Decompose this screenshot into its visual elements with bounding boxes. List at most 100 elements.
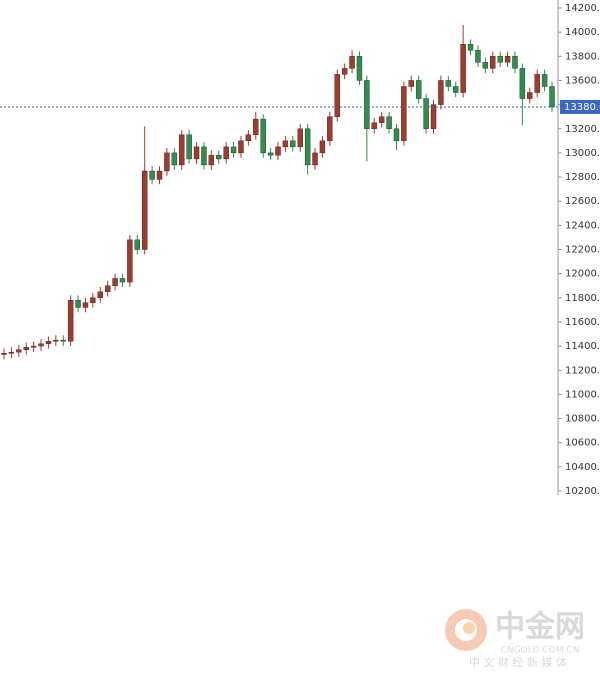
candle-body [519,68,526,99]
candle-body [275,146,281,156]
candle-body [1,353,7,355]
candle-body [30,345,37,348]
candle-body [245,134,252,142]
candle-body [164,152,170,172]
candle-body [216,155,222,160]
y-tick-label: 12600.0 [565,196,600,207]
candle-body [142,170,148,250]
candle-body [534,74,540,93]
candle-body [364,80,370,129]
y-tick-label: 13200.0 [565,124,600,135]
candle-body [171,152,178,166]
candle-body [490,56,496,69]
candle-body [453,86,459,93]
y-tick-label: 10400.0 [565,462,600,473]
candle-body [527,92,533,99]
candle-body [8,351,15,354]
candle-body [319,140,326,154]
y-tick-label: 11400.0 [565,341,600,352]
candle-body [334,74,340,117]
watermark: 中金网 CNGOLD.COM.CN 中 文 财 经 新 媒 体 [445,609,585,669]
candle-body [504,56,511,63]
y-tick-label: 13800.0 [565,51,600,62]
candle-body [416,80,422,99]
candle-body [97,291,103,299]
candle-body [156,170,163,180]
candle-body [112,278,118,286]
y-tick-label: 13600.0 [565,75,600,86]
y-tick-label: 12400.0 [565,220,600,231]
candle-body [223,146,229,160]
candle-body [267,152,274,156]
y-tick-label: 13000.0 [565,148,600,159]
candle-body [356,56,363,81]
candle-body [186,134,192,160]
watermark-slogan: 中 文 财 经 新 媒 体 [469,655,567,669]
candle-body [497,56,503,63]
candle-body [23,347,29,350]
y-tick-label: 10800.0 [565,414,600,425]
candle-body [312,152,318,166]
candle-body [393,128,400,142]
candle-body [445,80,452,87]
y-tick-label: 11800.0 [565,293,600,304]
candle-body [104,285,111,292]
y-tick-label: 14000.0 [565,27,600,38]
watermark-brand: 中金网 [495,610,585,645]
candle-body [119,278,126,283]
candle-body [53,339,59,342]
candle-body [401,86,407,142]
candle-body [75,300,81,308]
candle-body [134,239,140,250]
candle-body [67,300,74,342]
candle-body [460,44,466,93]
candle-body [408,80,414,87]
candle-body [371,122,377,129]
candle-body [282,140,289,148]
candle-body [127,239,133,283]
watermark-domain: CNGOLD.COM.CN [501,646,580,656]
candle-body [349,56,355,69]
y-tick-label: 12800.0 [565,172,600,183]
y-tick-label: 12200.0 [565,245,600,256]
candle-body [386,116,392,129]
y-tick-label: 12000.0 [565,269,600,280]
candle-body [179,134,185,166]
candle-body [16,349,22,353]
candle-body [327,116,333,142]
candle-body [45,341,52,344]
candle-body [438,80,444,105]
candle-body [253,118,259,135]
candle-body [90,297,96,303]
candle-body [378,116,385,123]
last-price-label: 13380.6 [564,102,600,113]
y-tick-label: 10200.0 [565,486,600,497]
candle-body [541,74,548,87]
y-tick-label: 11200.0 [565,365,600,376]
y-tick-label: 11000.0 [565,389,600,400]
candle-body [38,343,44,347]
candle-body [260,118,266,154]
candle-body [82,302,89,308]
candle-body [230,146,237,154]
logo-dot [463,622,475,634]
candle-body [238,140,244,154]
candle-body [475,50,481,63]
candle-body [512,56,518,69]
last-price-box [560,99,600,114]
candle-body [208,155,215,166]
candle-body [290,140,296,148]
candle-body [549,86,555,108]
y-tick-label: 14200.0 [565,3,600,14]
candle-body [482,62,489,69]
candle-body [341,68,348,75]
candle-body [201,146,207,166]
y-tick-label: 10600.0 [565,438,600,449]
y-tick-label: 11600.0 [565,317,600,328]
candle-body [430,104,437,129]
candle-body [149,170,155,180]
candle-body [304,128,311,166]
candle-body [60,339,66,342]
